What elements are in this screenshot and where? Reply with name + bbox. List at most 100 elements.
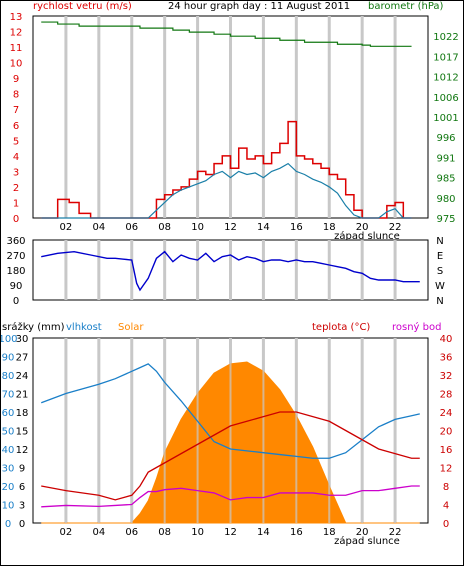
temp-x-tick: 14 (257, 527, 270, 538)
temperature-y-tick: 16 (440, 445, 453, 456)
temperature-y-tick: 32 (440, 371, 453, 382)
dewpoint-line (41, 485, 420, 508)
rain-y-tick: 18 (16, 408, 29, 419)
wind-y-tick: 6 (13, 121, 19, 132)
barometer-y-tick: 1012 (433, 73, 458, 84)
temp-x-tick: 16 (290, 527, 303, 538)
barometer-y-tick: 991 (436, 153, 455, 164)
humidity-y-tick: 80 (2, 371, 15, 382)
wind-x-tick: 10 (191, 222, 204, 233)
rain-axis-label: srážky (mm) (2, 321, 65, 333)
humidity-axis-label: vlhkost (66, 322, 102, 333)
barometer-y-tick: 1017 (433, 52, 458, 63)
rain-y-tick: 12 (16, 445, 29, 456)
sunset-label-bottom: západ slunce (334, 535, 400, 547)
rain-y-tick: 9 (19, 464, 25, 475)
rain-y-tick: 15 (16, 427, 29, 438)
wind-x-tick: 14 (257, 222, 270, 233)
wind-y-tick: 8 (13, 90, 19, 101)
wind-y-tick: 12 (10, 28, 23, 39)
wind-x-tick: 04 (92, 222, 105, 233)
rain-y-tick: 3 (19, 501, 25, 512)
wind-y-tick: 11 (10, 43, 23, 54)
temp-x-tick: 22 (389, 527, 402, 538)
rain-y-tick: 0 (19, 519, 25, 530)
humidity-y-tick: 30 (2, 464, 15, 475)
compass-y-tick: S (437, 266, 443, 277)
wind-x-tick: 12 (224, 222, 237, 233)
temp-x-tick: 04 (92, 527, 105, 538)
humidity-y-tick: 100 (0, 334, 18, 345)
temperature-y-tick: 4 (443, 501, 449, 512)
temperature-y-tick: 20 (440, 427, 453, 438)
wind-x-tick: 22 (389, 222, 402, 233)
sunset-label-top: západ slunce (334, 230, 400, 242)
wind-x-tick: 08 (158, 222, 171, 233)
humidity-y-tick: 40 (2, 445, 15, 456)
rain-y-tick: 21 (16, 390, 29, 401)
wind-y-tick: 0 (13, 214, 19, 225)
wind-y-tick: 9 (13, 74, 19, 85)
humidity-y-tick: 10 (2, 501, 15, 512)
wind-y-tick: 13 (10, 12, 23, 23)
compass-y-tick: W (435, 281, 445, 292)
compass-y-tick: N (436, 236, 443, 247)
barometer-line (41, 21, 412, 47)
wind-y-tick: 7 (13, 105, 19, 116)
barometer-axis-label: barometr (hPa) (368, 1, 444, 12)
direction-y-tick: 270 (6, 251, 25, 262)
wind-average-line (41, 162, 412, 219)
temperature-axis-label: teplota (°C) (312, 322, 370, 333)
humidity-y-tick: 0 (5, 519, 11, 530)
wind-axis-label: rychlost vetru (m/s) (33, 1, 132, 12)
humidity-y-tick: 50 (2, 427, 15, 438)
dewpoint-axis-label: rosný bod (392, 321, 441, 333)
barometer-y-tick: 1001 (433, 113, 458, 124)
compass-y-tick: E (437, 251, 443, 262)
wind-x-tick: 18 (323, 222, 336, 233)
barometer-y-tick: 985 (436, 174, 455, 185)
wind-y-tick: 2 (13, 183, 19, 194)
rain-y-tick: 27 (16, 353, 29, 364)
wind-x-tick: 16 (290, 222, 303, 233)
humidity-y-tick: 20 (2, 482, 15, 493)
rain-y-tick: 6 (19, 482, 25, 493)
temp-x-tick: 18 (323, 527, 336, 538)
temperature-y-tick: 40 (440, 334, 453, 345)
wind-speed-line (41, 120, 412, 219)
barometer-y-tick: 980 (436, 194, 455, 205)
rain-y-tick: 24 (16, 371, 29, 382)
humidity-y-tick: 60 (2, 408, 15, 419)
temperature-y-tick: 12 (440, 464, 453, 475)
direction-y-tick: 0 (13, 296, 19, 307)
barometer-y-tick: 975 (436, 214, 455, 225)
barometer-y-tick: 996 (436, 133, 455, 144)
temp-x-tick: 08 (158, 527, 171, 538)
wind-x-tick: 20 (356, 222, 369, 233)
direction-y-tick: 180 (6, 266, 25, 277)
temperature-y-tick: 0 (443, 519, 449, 530)
temperature-humidity-solar-panel: 0369121518212427300102030405060708090100… (0, 334, 452, 547)
barometer-y-tick: 1022 (433, 32, 458, 43)
temp-x-tick: 12 (224, 527, 237, 538)
temperature-line (41, 411, 420, 501)
wind-x-tick: 02 (60, 222, 73, 233)
direction-y-tick: 360 (6, 236, 25, 247)
temperature-y-tick: 8 (443, 482, 449, 493)
solar-axis-label: Solar (118, 322, 144, 333)
wind-direction-line (41, 250, 420, 292)
direction-y-tick: 90 (10, 281, 23, 292)
humidity-y-tick: 90 (2, 353, 15, 364)
rain-y-tick: 30 (16, 334, 29, 345)
compass-y-tick: N (436, 296, 443, 307)
wind-y-tick: 3 (13, 167, 19, 178)
temp-x-tick: 02 (60, 527, 73, 538)
temperature-y-tick: 24 (440, 408, 453, 419)
temperature-y-tick: 28 (440, 390, 453, 401)
wind-y-tick: 1 (13, 198, 19, 209)
humidity-y-tick: 70 (2, 390, 15, 401)
wind-x-tick: 06 (125, 222, 138, 233)
temperature-y-tick: 36 (440, 353, 453, 364)
